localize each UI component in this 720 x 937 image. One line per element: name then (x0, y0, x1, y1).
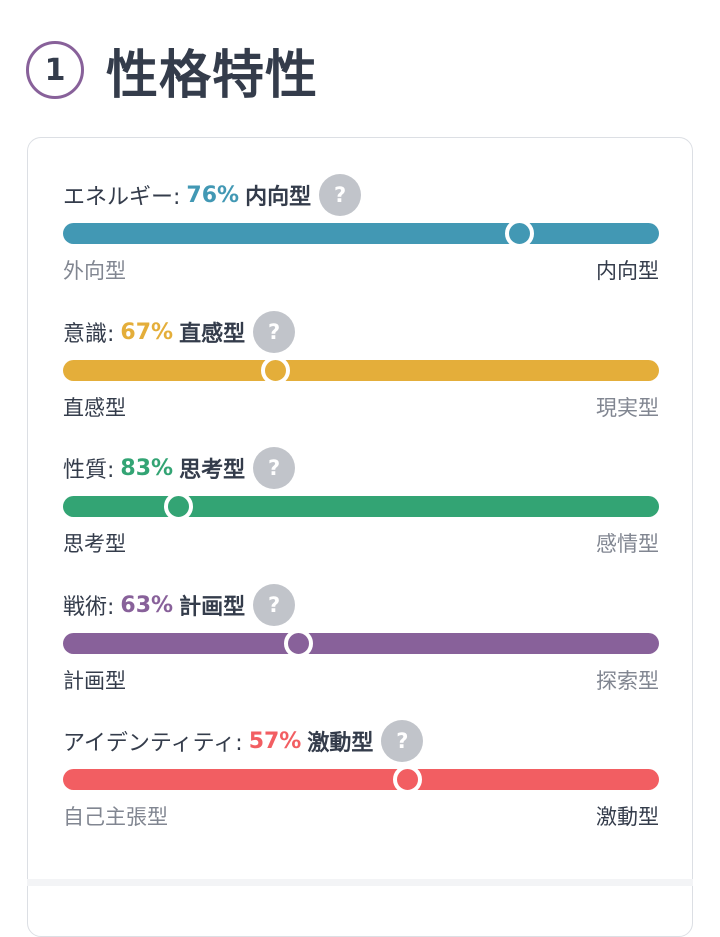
trait-name: 性質: (63, 458, 115, 483)
trait-label: エネルギー: 76% 内向型 ? (63, 173, 362, 217)
trait-bar (63, 765, 659, 794)
traits-card: エネルギー: 76% 内向型 ? 外向型 内向型 意識: 67% 直感型 ? 直… (27, 137, 693, 937)
trait-bar (63, 219, 659, 248)
trait-right-label: 内向型 (596, 259, 659, 283)
trait-type: 内向型 (245, 185, 312, 210)
trait-slider-knob[interactable] (392, 765, 422, 794)
trait-name: エネルギー: (63, 185, 181, 210)
trait-type: 直感型 (179, 322, 246, 347)
trait-type: 激動型 (307, 731, 374, 756)
trait-type: 思考型 (179, 458, 246, 483)
trait-slider-knob[interactable] (260, 356, 290, 385)
trait-percent: 57% (248, 728, 302, 754)
trait-left-label: 計画型 (63, 669, 126, 693)
question-mark-icon[interactable]: ? (253, 311, 296, 353)
question-mark-icon[interactable]: ? (253, 584, 296, 626)
section-header: 1 性格特性 (26, 38, 318, 106)
trait-percent: 67% (120, 319, 174, 345)
trait-label: 意識: 67% 直感型 ? (63, 310, 296, 354)
trait-slider-knob[interactable] (164, 492, 194, 521)
trait-percent: 76% (186, 182, 240, 208)
question-mark-icon[interactable]: ? (319, 174, 362, 216)
card-footer-strip (27, 879, 693, 886)
trait-slider-knob[interactable] (504, 219, 534, 248)
trait-name: 戦術: (63, 595, 115, 620)
trait-label: 戦術: 63% 計画型 ? (63, 583, 296, 627)
step-number: 1 (44, 52, 66, 88)
trait-right-label: 現実型 (596, 396, 659, 420)
trait-right-label: 探索型 (596, 669, 659, 693)
trait-left-label: 外向型 (63, 259, 126, 283)
trait-name: アイデンティティ: (63, 731, 243, 756)
trait-percent: 63% (120, 592, 174, 618)
trait-name: 意識: (63, 322, 115, 347)
trait-slider-knob[interactable] (284, 629, 314, 658)
trait-left-label: 思考型 (63, 532, 126, 556)
trait-left-label: 自己主張型 (63, 805, 168, 829)
trait-left-label: 直感型 (63, 396, 126, 420)
question-mark-icon[interactable]: ? (253, 447, 296, 489)
trait-bar (63, 492, 659, 521)
trait-right-label: 感情型 (596, 532, 659, 556)
trait-right-label: 激動型 (596, 805, 659, 829)
section-title: 性格特性 (106, 45, 319, 106)
step-number-badge: 1 (26, 41, 84, 99)
trait-bar (63, 629, 659, 658)
trait-type: 計画型 (179, 595, 246, 620)
trait-bar (63, 356, 659, 385)
question-mark-icon[interactable]: ? (381, 720, 424, 762)
trait-label: 性質: 83% 思考型 ? (63, 446, 296, 490)
trait-percent: 83% (120, 455, 174, 481)
trait-label: アイデンティティ: 57% 激動型 ? (63, 719, 424, 763)
